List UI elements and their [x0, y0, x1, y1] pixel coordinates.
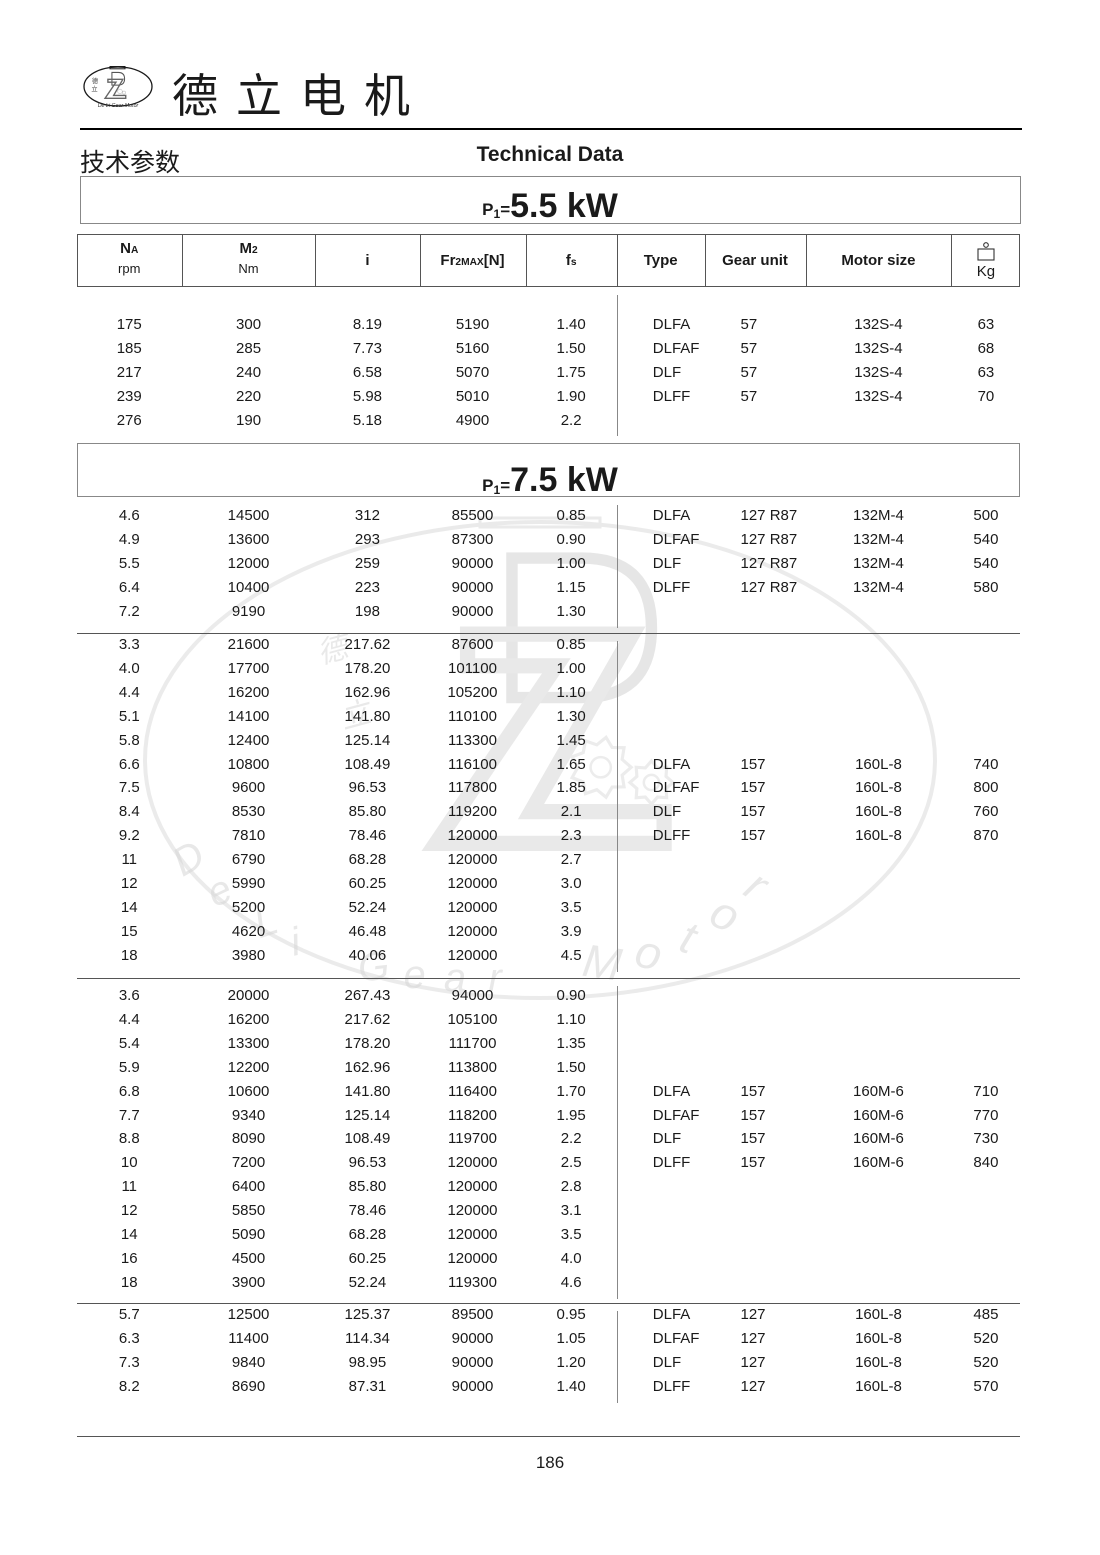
svg-text:t: t — [674, 910, 706, 964]
svg-text:o: o — [630, 924, 667, 981]
svg-text:r: r — [736, 859, 779, 912]
